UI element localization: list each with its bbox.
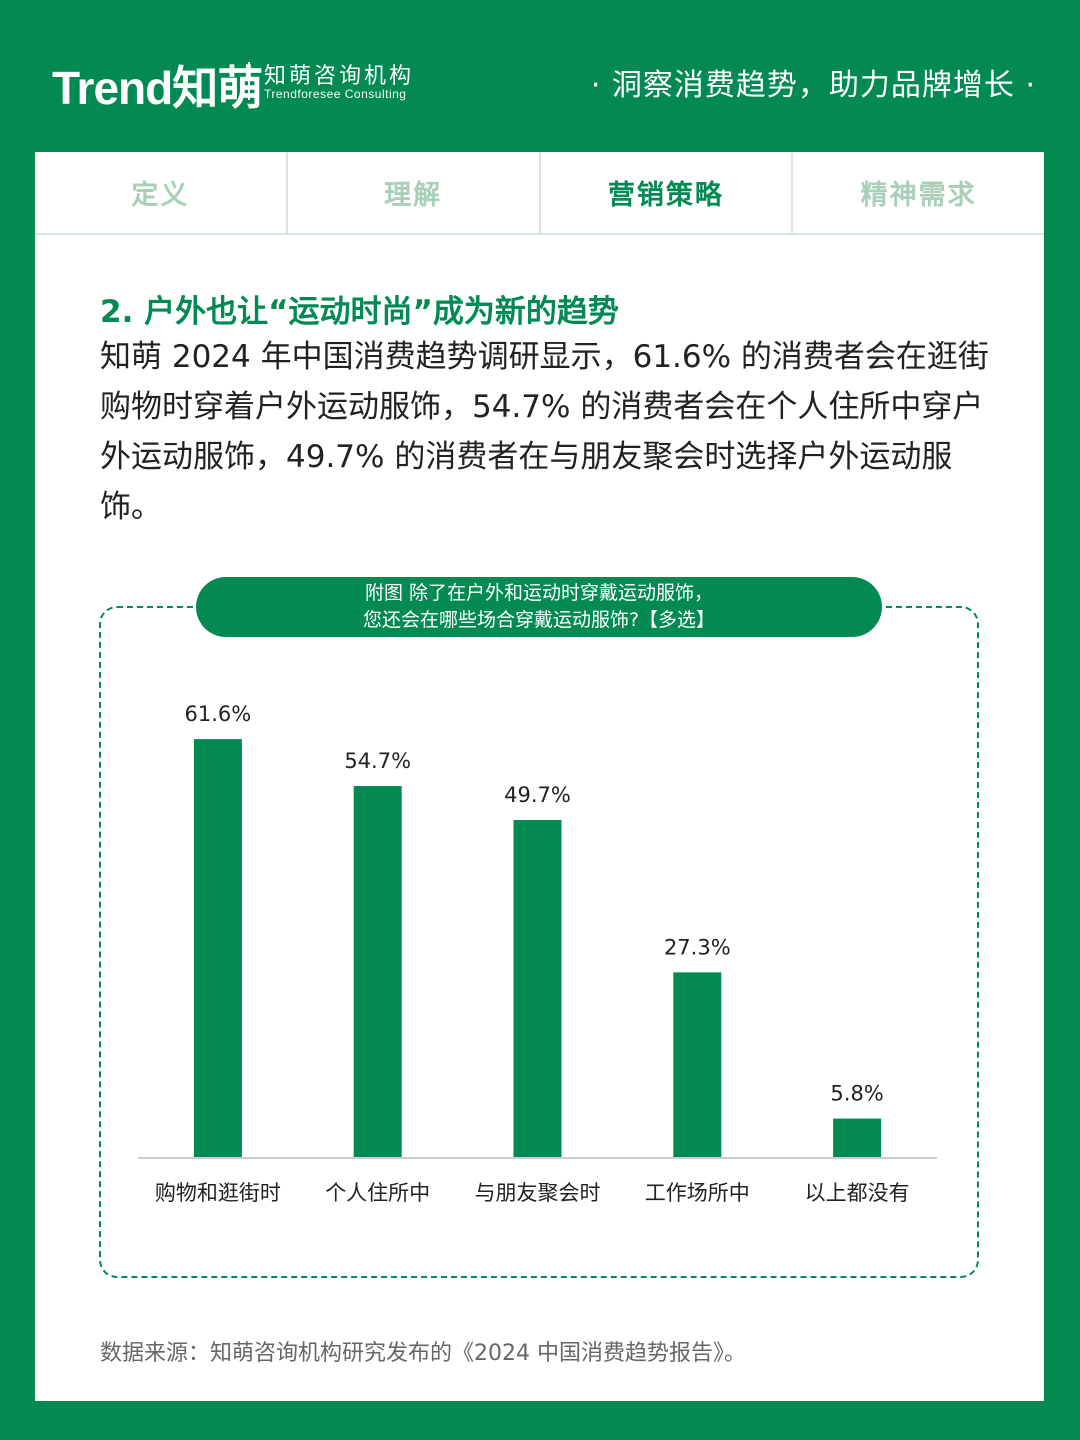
category-label-4: 以上都没有 <box>805 1181 910 1205</box>
value-label-4: 5.8% <box>830 1082 883 1106</box>
chart-caption-line-2: 您还会在哪些场合穿戴运动服饰?【多选】 <box>362 609 716 631</box>
bar-1 <box>353 786 402 1158</box>
logo-divider <box>248 62 250 100</box>
logo: Trend知萌 <box>52 52 263 118</box>
value-label-0: 61.6% <box>185 702 252 726</box>
bar-2 <box>513 820 562 1158</box>
value-label-3: 27.3% <box>664 935 731 959</box>
org-name: 知萌咨询机构 <box>264 64 415 89</box>
tab-spiritual-needs[interactable]: 精神需求 <box>860 180 977 211</box>
org-name-en: Trendforesee Consulting <box>264 87 407 101</box>
bar-3 <box>673 972 722 1158</box>
data-source: 数据来源：知萌咨询机构研究发布的《2024 中国消费趋势报告》。 <box>100 1341 746 1366</box>
category-label-0: 购物和逛街时 <box>155 1181 281 1205</box>
section-title: 2. 户外也让“运动时尚”成为新的趋势 <box>100 294 619 330</box>
value-label-2: 49.7% <box>504 783 571 807</box>
category-label-1: 个人住所中 <box>325 1181 430 1205</box>
header: Trend知萌 知萌咨询机构 Trendforesee Consulting ·… <box>0 0 1080 152</box>
bar-4 <box>833 1118 882 1158</box>
logo-word: Trend <box>52 62 173 114</box>
tab-definition[interactable]: 定义 <box>35 152 288 233</box>
slogan: · 洞察消费趋势，助力品牌增长 · <box>590 68 1036 103</box>
tab-bar: 定义 理解 营销策略 精神需求 <box>35 152 1044 235</box>
tab-marketing-strategy[interactable]: 营销策略 <box>541 152 794 233</box>
chart-caption-line-1: 附图 除了在户外和运动时穿戴运动服饰， <box>364 582 714 604</box>
bar-0 <box>193 739 242 1158</box>
bar-chart: 61.6% 购物和逛街时 54.7% 个人住所中 49.7% 与朋友聚会时 27.3% 工作场… <box>138 702 937 1205</box>
section-paragraph: 知萌 2024 年中国消费趋势调研显示，61.6% 的消费者会在逛街购物时穿着户… <box>100 339 989 525</box>
category-label-3: 工作场所中 <box>645 1181 750 1205</box>
content-card: 定义 理解 营销策略 精神需求 2. 户外也让“运动时尚”成为新的趋势 知萌 2… <box>35 152 1044 1401</box>
value-label-1: 54.7% <box>344 749 411 773</box>
category-label-2: 与朋友聚会时 <box>475 1181 601 1205</box>
tab-understanding[interactable]: 理解 <box>288 152 541 233</box>
chart-caption: 附图 除了在户外和运动时穿戴运动服饰， 您还会在哪些场合穿戴运动服饰?【多选】 <box>196 577 882 637</box>
